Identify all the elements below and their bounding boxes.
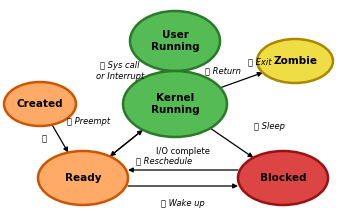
Text: I/O complete: I/O complete xyxy=(156,148,210,157)
Text: Ⓕ Return: Ⓕ Return xyxy=(205,67,241,76)
Text: ⓓ Exit: ⓓ Exit xyxy=(248,58,271,67)
Text: ⓗ Reschedule: ⓗ Reschedule xyxy=(136,157,192,166)
Ellipse shape xyxy=(38,151,128,205)
Ellipse shape xyxy=(123,71,227,137)
Text: Ⓑ Sys call
or Interrupt: Ⓑ Sys call or Interrupt xyxy=(96,61,144,81)
Ellipse shape xyxy=(257,39,333,83)
Text: Kernel
Running: Kernel Running xyxy=(151,93,199,115)
Text: Ready: Ready xyxy=(65,173,101,183)
Text: ⓔ Sleep: ⓔ Sleep xyxy=(254,122,285,132)
Text: Zombie: Zombie xyxy=(273,56,317,66)
Ellipse shape xyxy=(238,151,328,205)
Ellipse shape xyxy=(4,82,76,126)
Text: Ⓐ: Ⓐ xyxy=(42,134,47,143)
Ellipse shape xyxy=(130,11,220,71)
Text: ⓖ Wake up: ⓖ Wake up xyxy=(161,200,205,208)
Text: Ⓢ Preempt: Ⓢ Preempt xyxy=(67,117,110,126)
Text: User
Running: User Running xyxy=(151,30,199,52)
Text: Created: Created xyxy=(17,99,63,109)
Text: Blocked: Blocked xyxy=(260,173,306,183)
